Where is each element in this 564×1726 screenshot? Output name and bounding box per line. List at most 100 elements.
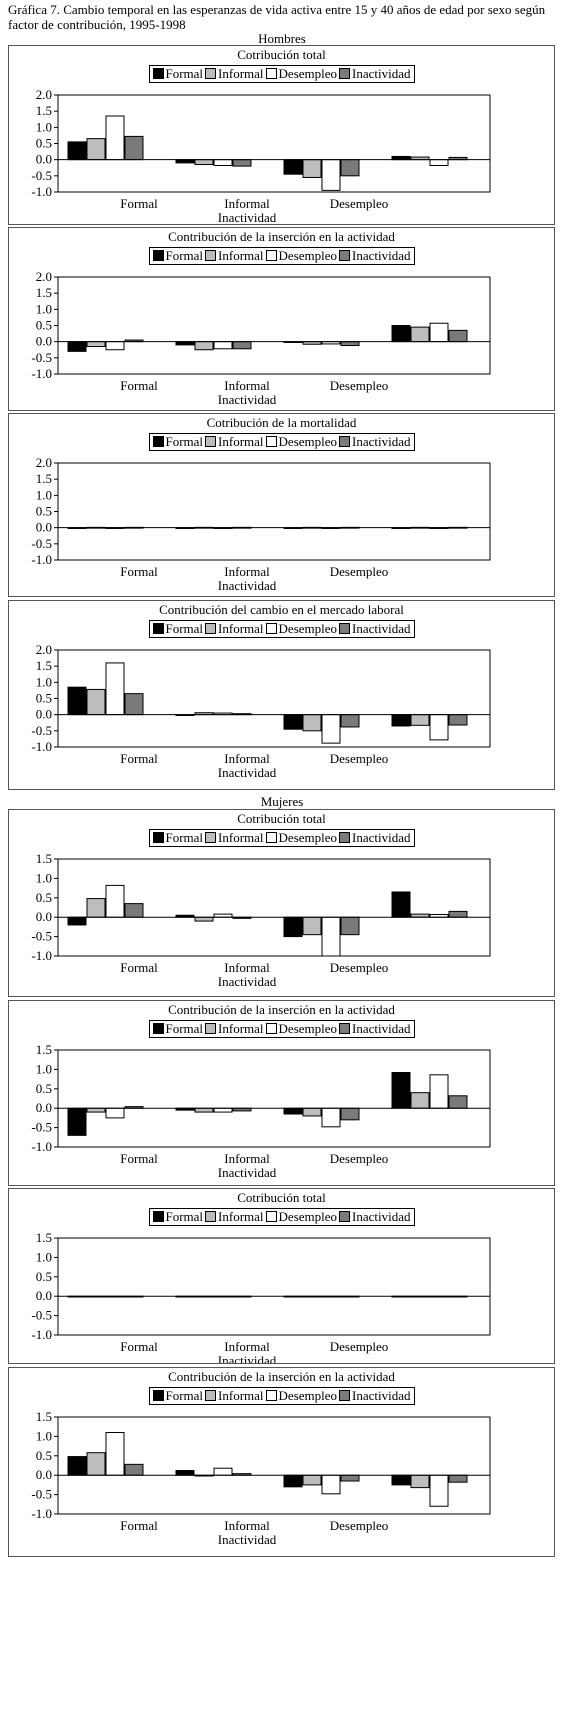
y-tick-label: 0.5 (36, 1081, 52, 1096)
legend-swatch (339, 1211, 351, 1222)
chart-title: Cotribución total (237, 811, 326, 826)
chart-plot: 2.01.51.0 0.50.0-0.5-1.0 Formal Informal Des… (31, 87, 491, 224)
legend-swatch (152, 68, 164, 79)
bar (194, 341, 214, 351)
chart-panel: Contribución de la inserción en la activ… (8, 227, 555, 411)
category-label: Inactividad (218, 210, 277, 224)
bar (391, 714, 411, 727)
category-label: Desempleo (330, 378, 388, 393)
bar (321, 916, 341, 957)
legend-label: Informal (218, 1209, 264, 1224)
legend-item: Inactividad (339, 434, 411, 449)
figure-title: Gráfica 7. Cambio temporal en las espera… (8, 2, 546, 32)
bar (105, 341, 125, 351)
bar (321, 1107, 341, 1128)
bar (321, 1474, 341, 1495)
bar (410, 714, 430, 726)
y-tick-label: 2.0 (36, 269, 52, 284)
chart-legend: Formal Informal Desempleo Inactividad (148, 433, 415, 451)
legend-item: Formal (152, 434, 203, 449)
chart-plot: 1.5 1.0 0.5 0.0 -0.5 -1.0 Formal Informal Desemp… (31, 1409, 491, 1547)
bar (86, 1452, 106, 1476)
legend-label: Inactividad (352, 830, 411, 845)
bar (86, 898, 106, 918)
legend-label: Inactividad (352, 66, 411, 81)
legend-swatch (265, 436, 277, 447)
legend-item: Desempleo (265, 66, 337, 81)
chart-legend: Formal Informal Desempleo Inactividad (148, 1020, 415, 1038)
legend-swatch (152, 250, 164, 261)
legend-label: Formal (165, 248, 204, 263)
legend-label: Formal (165, 1021, 204, 1036)
chart-title: Cotribución total (237, 1190, 326, 1205)
y-tick-label: -1.0 (31, 184, 52, 199)
y-tick-label: 0.0 (36, 152, 52, 167)
y-tick-label: 0.5 (36, 691, 52, 706)
legend-label: Informal (218, 621, 264, 636)
bar (391, 325, 411, 343)
y-tick-label: -1.0 (31, 366, 52, 381)
category-label: Informal (224, 564, 270, 579)
bar (302, 916, 322, 936)
category-label: Inactividad (218, 974, 277, 989)
y-tick-label: 0.0 (36, 909, 52, 924)
chart-panel: Contribución de la inserción en la activ… (8, 1000, 555, 1186)
bar (429, 159, 449, 166)
legend-label: Desempleo (278, 1021, 338, 1036)
legend-swatch (152, 832, 164, 843)
chart-title: Contribución de la inserción en la activ… (168, 229, 395, 244)
category-label: Informal (224, 1518, 270, 1533)
y-tick-label: 1.5 (36, 1042, 52, 1057)
legend-swatch (152, 1211, 164, 1222)
legend-swatch (205, 623, 217, 634)
bar (213, 1107, 233, 1113)
legend-item: Desempleo (265, 1021, 338, 1036)
bar (67, 1456, 87, 1476)
legend-item: Inactividad (339, 830, 411, 845)
bar (302, 1474, 322, 1486)
legend-swatch (339, 68, 351, 79)
y-tick-label: 2.0 (36, 455, 52, 470)
legend-item: Informal (205, 434, 264, 449)
plot-frame (57, 1237, 491, 1336)
legend-item: Formal (152, 621, 203, 636)
legend-item: Desempleo (265, 434, 337, 449)
legend-label: Formal (165, 830, 204, 845)
y-tick-label: -0.5 (31, 536, 52, 551)
bar (67, 1107, 87, 1136)
bar (302, 159, 322, 178)
plot-frame (57, 462, 491, 561)
legend-item: Informal (205, 66, 264, 81)
category-label: Informal (224, 378, 270, 393)
y-tick-label: 1.5 (36, 1230, 52, 1245)
y-tick-label: 1.0 (36, 1428, 52, 1443)
legend-item: Formal (152, 830, 203, 845)
bar (67, 686, 87, 716)
plot-frame (57, 1049, 491, 1148)
legend-item: Desempleo (265, 1388, 337, 1403)
bar (67, 916, 87, 926)
legend-label: Formal (165, 1388, 204, 1403)
bar (302, 1107, 322, 1117)
legend-label: Inactividad (352, 434, 411, 449)
section-label: Mujeres (260, 794, 304, 809)
bar (448, 1095, 468, 1109)
legend-item: Inactividad (339, 1021, 411, 1036)
bar (410, 1474, 430, 1489)
plot-frame (57, 1416, 491, 1515)
bar (283, 159, 303, 175)
bar (105, 662, 125, 716)
legend-swatch (205, 68, 217, 79)
chart-plot: 2.01.51.0 0.50.0-0.5-1.0 Formal Informal Des… (31, 269, 491, 407)
category-label: Informal (224, 960, 270, 975)
legend-label: Informal (218, 1021, 264, 1036)
chart-legend: Formal Informal Desempleo Inactividad (148, 620, 415, 638)
chart-legend: Formal Informal Desempleo Inactividad (148, 1387, 415, 1405)
y-tick-label: 1.0 (36, 487, 52, 502)
bar (86, 1107, 106, 1113)
chart-panel: Contribución de la inserción en la activ… (8, 1367, 555, 1557)
legend-item: Inactividad (339, 1209, 411, 1224)
bar (391, 891, 411, 918)
y-tick-label: 0.0 (36, 334, 52, 349)
y-tick-label: 0.5 (36, 318, 52, 333)
